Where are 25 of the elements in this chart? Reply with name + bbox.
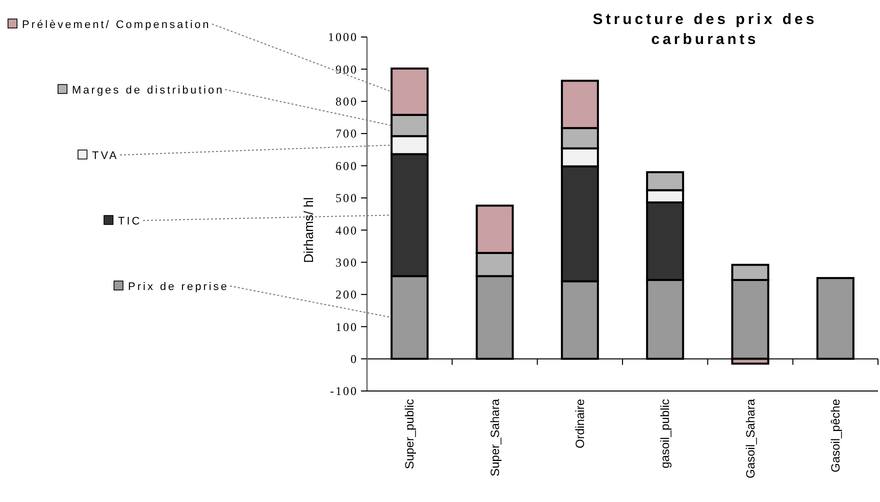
- y-tick-label: 0: [350, 352, 358, 366]
- legend-label: TVA: [92, 150, 119, 162]
- legend-label: TIC: [118, 216, 142, 228]
- x-tick-label: Super_Sahara: [488, 398, 502, 476]
- y-tick-label: -100: [330, 384, 358, 398]
- y-tick-label: 300: [336, 255, 358, 270]
- y-tick-label: 1000: [328, 30, 358, 44]
- y-tick-label: 700: [336, 126, 358, 141]
- x-tick-label: Super_public: [402, 399, 417, 470]
- y-tick-label: 400: [336, 223, 358, 238]
- y-tick-label: 200: [336, 288, 358, 302]
- x-tick-label: gasoil_public: [658, 399, 672, 468]
- chart-title: Structure des prix des carburants: [592, 11, 818, 48]
- y-axis-title: Dirhams/ hl: [301, 197, 316, 263]
- x-tick-label: Gasoil_Sahara: [743, 398, 758, 478]
- legend-label: Prix de reprise: [128, 281, 229, 293]
- x-tick-label: Ordinaire: [572, 398, 587, 448]
- y-tick-label: 900: [336, 62, 358, 76]
- y-tick-label: 500: [336, 191, 358, 206]
- legend-label: Marges de distribution: [72, 84, 224, 96]
- y-tick-label: 600: [336, 158, 358, 173]
- x-tick-label: Gasoil_pêche: [828, 398, 842, 472]
- y-tick-label: 800: [336, 94, 358, 109]
- y-tick-label: 100: [336, 320, 358, 334]
- legend-label: Prélèvement/ Compensation: [22, 19, 211, 31]
